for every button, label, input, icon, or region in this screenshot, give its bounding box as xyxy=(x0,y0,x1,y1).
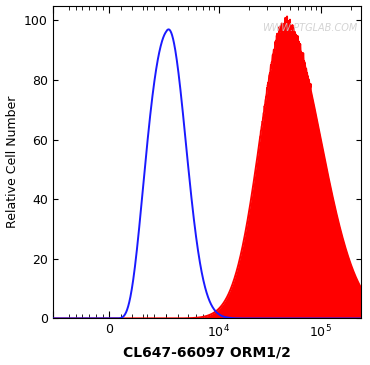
X-axis label: CL647-66097 ORM1/2: CL647-66097 ORM1/2 xyxy=(123,345,291,360)
Y-axis label: Relative Cell Number: Relative Cell Number xyxy=(6,96,18,228)
Text: WWW.PTGLAB.COM: WWW.PTGLAB.COM xyxy=(262,23,358,32)
